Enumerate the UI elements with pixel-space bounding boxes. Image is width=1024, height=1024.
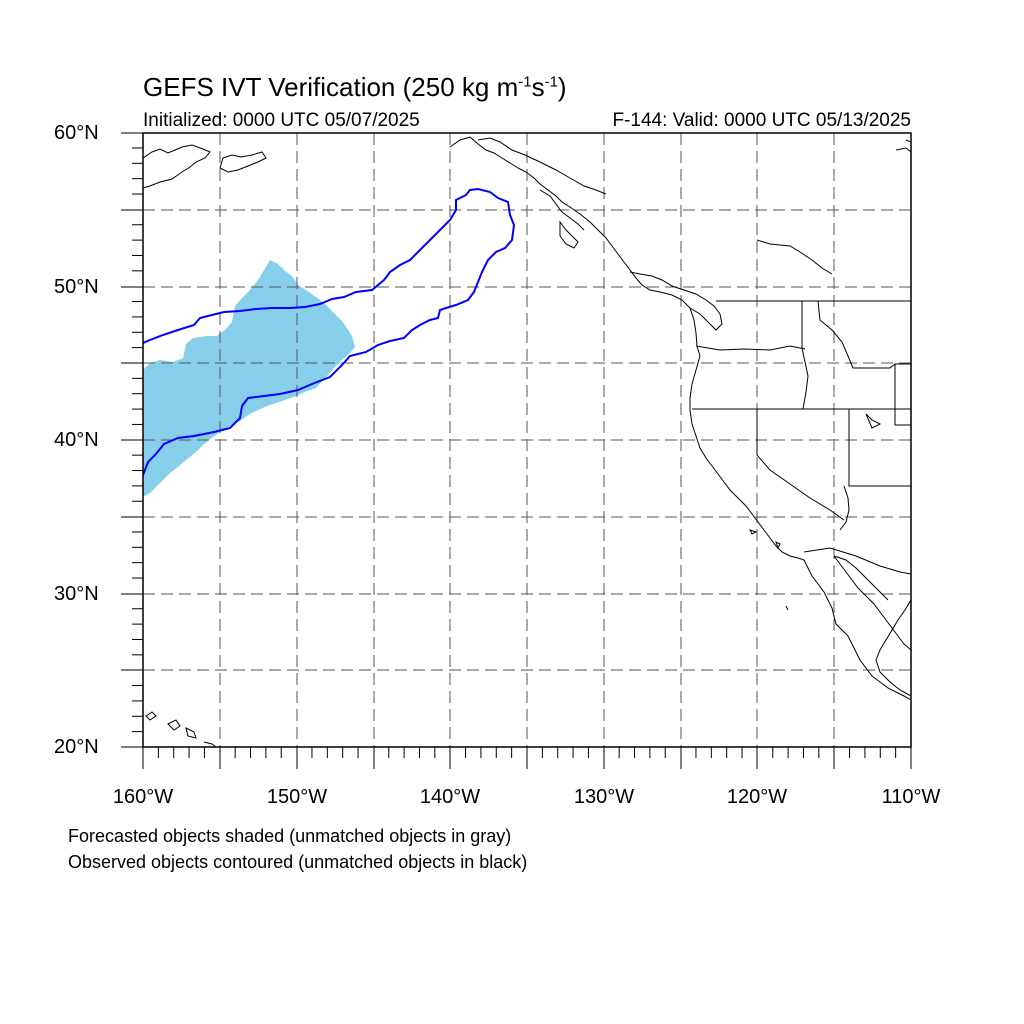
lon-label-130w: 130°W xyxy=(573,786,635,808)
coastlines xyxy=(143,136,911,747)
lon-label-110w: 110°W xyxy=(881,786,941,808)
lat-label-40n: 40°N xyxy=(54,429,99,451)
observed-object-contour xyxy=(143,187,516,476)
valid-time-label: F-144: Valid: 0000 UTC 05/13/2025 xyxy=(612,110,911,131)
forecast-legend-note: Forecasted objects shaded (unmatched obj… xyxy=(68,826,512,846)
lat-label-50n: 50°N xyxy=(54,276,99,298)
observed-legend-note: Observed objects contoured (unmatched ob… xyxy=(68,852,528,872)
map-title: GEFS IVT Verification (250 kg m-1s-1) xyxy=(143,72,567,102)
lat-label-60n: 60°N xyxy=(54,122,99,144)
init-time-label: Initialized: 0000 UTC 05/07/2025 xyxy=(143,110,420,131)
axis-minor-ticks xyxy=(132,147,897,758)
lon-label-150w: 150°W xyxy=(266,786,328,808)
lat-label-20n: 20°N xyxy=(54,736,99,758)
lat-label-30n: 30°N xyxy=(54,583,99,605)
lon-label-140w: 140°W xyxy=(419,786,481,808)
lon-label-120w: 120°W xyxy=(726,786,788,808)
axis-ticks xyxy=(121,132,912,769)
graticule xyxy=(143,133,911,747)
lon-label-160w: 160°W xyxy=(112,786,174,808)
forecast-object xyxy=(143,260,355,497)
